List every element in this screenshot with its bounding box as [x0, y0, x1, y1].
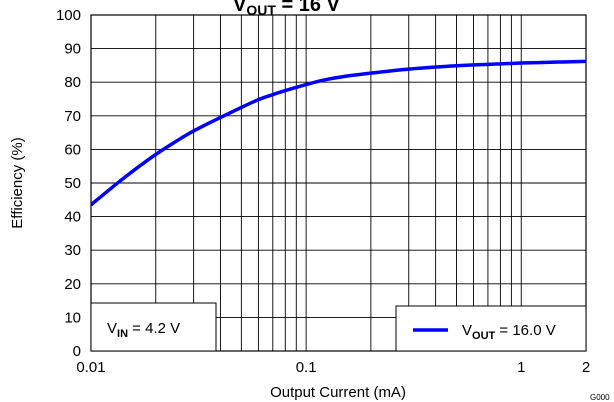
y-tick-label: 60	[64, 141, 81, 158]
legend-label: VOUT = 16.0 V	[462, 322, 556, 342]
y-tick-label: 70	[64, 108, 81, 125]
vin-annotation-label: VIN = 4.2 V	[107, 320, 180, 340]
y-tick-label: 30	[64, 242, 81, 259]
x-axis-title: Output Current (mA)	[270, 384, 406, 401]
plot-area-frame	[90, 14, 587, 352]
y-tick-label: 0	[73, 343, 81, 360]
chart-title: VOUT = 16 V	[233, 0, 341, 18]
x-tick-label: 1	[517, 359, 525, 376]
x-tick-label: 0.1	[296, 359, 317, 376]
legend: VOUT = 16.0 V	[395, 305, 587, 352]
y-tick-label: 20	[64, 276, 81, 293]
figure-id-label: G000	[590, 393, 610, 402]
y-tick-label: 10	[64, 309, 81, 326]
tick-labels: 0 10 20 30 40 50 60 70 80 90 100 0.01 0.1 1 2	[56, 7, 590, 376]
x-tick-label: 0.01	[76, 359, 105, 376]
y-tick-label: 100	[56, 7, 81, 24]
series-line-vout-16v	[91, 59, 586, 207]
x-tick-label: 2	[582, 359, 590, 376]
y-tick-label: 90	[64, 41, 81, 58]
y-tick-label: 50	[64, 175, 81, 192]
series-layer	[91, 59, 586, 207]
y-tick-label: 80	[64, 74, 81, 91]
vin-annotation-box: VIN = 4.2 V	[90, 302, 217, 352]
y-tick-label: 40	[64, 209, 81, 226]
grid-lines	[91, 15, 586, 351]
y-axis-title: Efficiency (%)	[9, 137, 26, 228]
